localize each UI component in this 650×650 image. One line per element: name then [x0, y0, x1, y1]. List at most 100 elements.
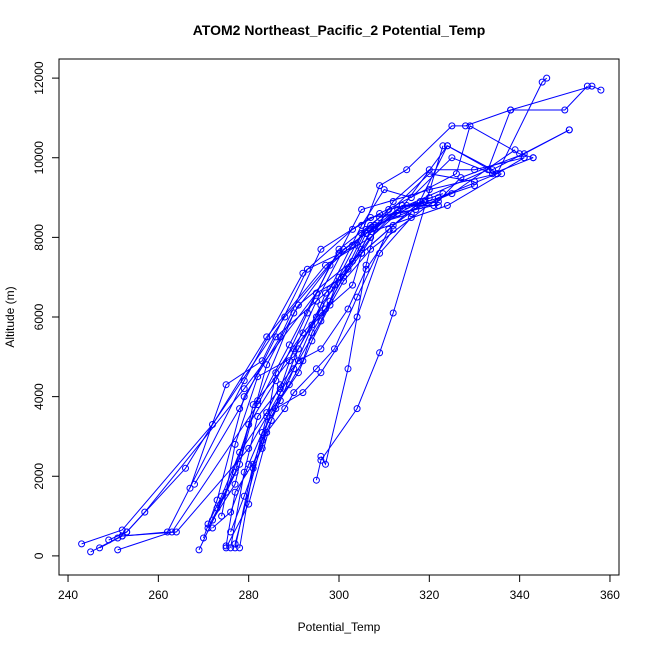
- data-point: [231, 468, 239, 476]
- series-line-1: [81, 77, 548, 545]
- data-point: [385, 206, 393, 213]
- data-point: [240, 377, 248, 385]
- data-point: [312, 313, 320, 321]
- x-axis-label: Potential_Temp: [298, 620, 381, 634]
- data-point: [231, 440, 239, 448]
- data-point: [231, 544, 239, 552]
- data-point: [281, 405, 289, 413]
- x-tick-label: 360: [600, 588, 620, 602]
- x-tick-label: 280: [239, 588, 259, 602]
- series-line-8: [194, 157, 534, 485]
- data-point: [299, 389, 307, 397]
- data-point: [561, 106, 569, 114]
- data-point: [349, 281, 356, 289]
- data-point: [452, 170, 460, 178]
- data-point: [317, 301, 325, 309]
- data-point: [272, 377, 280, 385]
- data-point: [358, 206, 366, 213]
- data-point: [172, 528, 180, 536]
- data-point: [245, 421, 253, 428]
- data-point: [385, 225, 393, 233]
- data-point: [412, 206, 420, 213]
- y-tick-label: 4000: [32, 383, 46, 410]
- series-line-14: [221, 201, 425, 517]
- data-point: [191, 480, 198, 488]
- data-point: [204, 524, 212, 532]
- x-tick-label: 300: [329, 588, 349, 602]
- data-point: [240, 385, 248, 393]
- data-point: [457, 174, 465, 182]
- data-point: [367, 214, 375, 221]
- data-point: [290, 389, 298, 397]
- data-point: [376, 349, 384, 357]
- data-point: [529, 154, 537, 162]
- data-point: [335, 273, 343, 281]
- data-point: [118, 532, 126, 540]
- data-point: [340, 277, 347, 285]
- series-line-10: [203, 129, 570, 539]
- axis-ticks: 240 260 280 300 320 340 360 0 2000 4000 6000 8000 10…: [32, 61, 620, 602]
- data-point: [597, 86, 605, 94]
- data-point: [371, 225, 379, 233]
- data-point: [200, 534, 207, 542]
- series-line-12: [212, 205, 439, 521]
- data-point: [538, 78, 546, 86]
- data-point: [263, 429, 271, 436]
- y-tick-label: 2000: [32, 463, 46, 490]
- data-point: [294, 357, 302, 365]
- y-tick-label: 0: [32, 552, 46, 559]
- data-point: [376, 182, 384, 190]
- data-point: [272, 405, 280, 413]
- x-tick-label: 340: [510, 588, 530, 602]
- data-point: [276, 333, 284, 341]
- y-tick-label: 6000: [32, 303, 46, 330]
- series-line-5: [117, 129, 570, 551]
- data-point: [565, 126, 573, 134]
- series-group: [78, 74, 605, 556]
- data-point: [520, 154, 528, 162]
- data-point: [448, 154, 456, 162]
- data-point: [380, 186, 388, 194]
- data-point: [434, 198, 442, 205]
- data-point: [389, 198, 397, 205]
- data-point: [462, 122, 469, 130]
- data-point: [218, 492, 226, 500]
- data-point: [218, 512, 226, 520]
- data-point: [254, 413, 262, 420]
- data-point: [240, 492, 248, 500]
- series-line-3: [99, 125, 534, 549]
- data-point: [344, 305, 352, 313]
- data-point: [367, 225, 375, 233]
- data-point: [358, 245, 366, 253]
- data-point: [412, 202, 420, 209]
- data-point: [258, 429, 266, 436]
- plot-frame: [58, 58, 620, 576]
- data-point: [394, 210, 402, 217]
- data-point: [182, 464, 189, 472]
- data-point: [471, 182, 478, 190]
- data-point: [236, 544, 244, 552]
- series-line-22: [212, 217, 412, 529]
- data-point: [317, 452, 325, 460]
- data-point: [272, 369, 280, 377]
- data-point: [543, 74, 551, 82]
- data-point: [511, 146, 519, 154]
- series-line-25: [320, 201, 439, 466]
- x-tick-label: 260: [148, 588, 168, 602]
- data-point: [78, 540, 86, 548]
- y-axis-label: Altitude (m): [3, 286, 17, 347]
- data-point: [276, 381, 284, 389]
- data-point: [96, 544, 104, 552]
- data-point: [507, 106, 515, 114]
- data-point: [272, 333, 280, 341]
- data-point: [335, 245, 343, 253]
- data-point: [326, 297, 334, 305]
- data-point: [245, 444, 253, 452]
- data-point: [358, 229, 366, 237]
- series-line-17: [230, 205, 421, 548]
- series-line-15: [225, 201, 425, 549]
- data-point: [303, 265, 311, 273]
- data-point: [231, 540, 239, 548]
- data-point: [439, 142, 447, 150]
- data-point: [317, 369, 325, 377]
